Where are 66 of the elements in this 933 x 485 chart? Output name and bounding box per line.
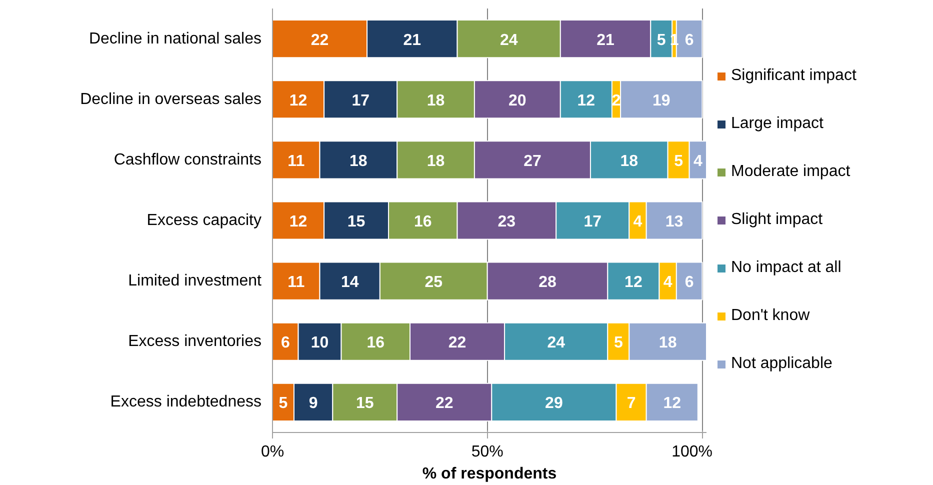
legend-label: No impact at all [731, 259, 842, 277]
data-label: 21 [403, 32, 422, 49]
data-label: 15 [347, 214, 366, 230]
data-label: 2 [612, 92, 621, 110]
data-label: 21 [596, 32, 615, 49]
data-label: 17 [352, 92, 370, 110]
data-label: 10 [310, 334, 329, 352]
data-label: 9 [308, 395, 318, 412]
data-label: 20 [508, 92, 526, 110]
data-label: 11 [288, 152, 305, 170]
data-label: 7 [626, 395, 636, 412]
data-label: 5 [614, 334, 623, 352]
data-label: 15 [356, 395, 374, 412]
data-label: 12 [663, 395, 682, 412]
data-label: 12 [624, 274, 642, 292]
legend-label: Moderate impact [731, 163, 850, 181]
data-label: 4 [693, 152, 702, 170]
data-label: 12 [289, 92, 308, 110]
data-label: 28 [538, 274, 557, 292]
legend-label: Significant impact [731, 67, 856, 85]
data-label: 24 [547, 334, 566, 352]
data-label: 18 [426, 152, 445, 170]
data-label: 5 [278, 395, 288, 412]
data-label: 22 [435, 395, 454, 412]
y-tick-label: Excess capacity [146, 212, 262, 229]
data-label: 6 [684, 274, 694, 292]
data-label: 6 [280, 334, 290, 352]
data-label: 24 [500, 32, 518, 49]
data-label: 5 [656, 32, 666, 49]
data-label: 23 [498, 214, 516, 230]
x-tick-label: 50% [471, 444, 504, 460]
data-label: 18 [426, 92, 445, 110]
data-label: 12 [577, 92, 596, 110]
legend-label: Don't know [731, 307, 810, 325]
y-tick-label: Decline in overseas sales [80, 90, 262, 108]
y-tick-label: Cashflow constraints [114, 151, 262, 168]
data-label: 5 [674, 152, 684, 170]
data-label: 27 [524, 152, 542, 170]
data-label: 22 [448, 334, 466, 352]
y-tick-label: Limited investment [128, 272, 262, 290]
data-label: 6 [684, 32, 694, 49]
data-label: 11 [288, 274, 305, 292]
data-label: 25 [424, 274, 443, 292]
data-label: 17 [584, 214, 602, 230]
y-tick-label: Excess inventories [128, 333, 262, 350]
data-label: 12 [289, 214, 308, 230]
x-tick-label: 100% [672, 444, 712, 460]
legend-label: Not applicable [731, 355, 832, 373]
data-label: 16 [366, 334, 385, 352]
x-axis-title: % of respondents [422, 466, 557, 482]
data-label: 4 [633, 214, 642, 230]
data-label: 14 [340, 274, 359, 292]
data-label: 13 [665, 214, 684, 230]
data-label: 16 [414, 214, 432, 230]
data-label: 19 [652, 92, 670, 110]
data-label: 29 [545, 395, 563, 412]
data-label: 18 [620, 152, 638, 170]
data-label: 18 [350, 152, 368, 170]
data-label: 22 [310, 32, 329, 49]
y-tick-label: Decline in national sales [88, 30, 262, 48]
data-label: 4 [663, 274, 672, 292]
legend-label: Slight impact [731, 211, 823, 229]
x-tick-label: 0% [260, 444, 284, 460]
y-tick-label: Excess indebtedness [110, 394, 262, 411]
legend-label: Large impact [731, 115, 824, 133]
data-label: 18 [658, 334, 677, 352]
